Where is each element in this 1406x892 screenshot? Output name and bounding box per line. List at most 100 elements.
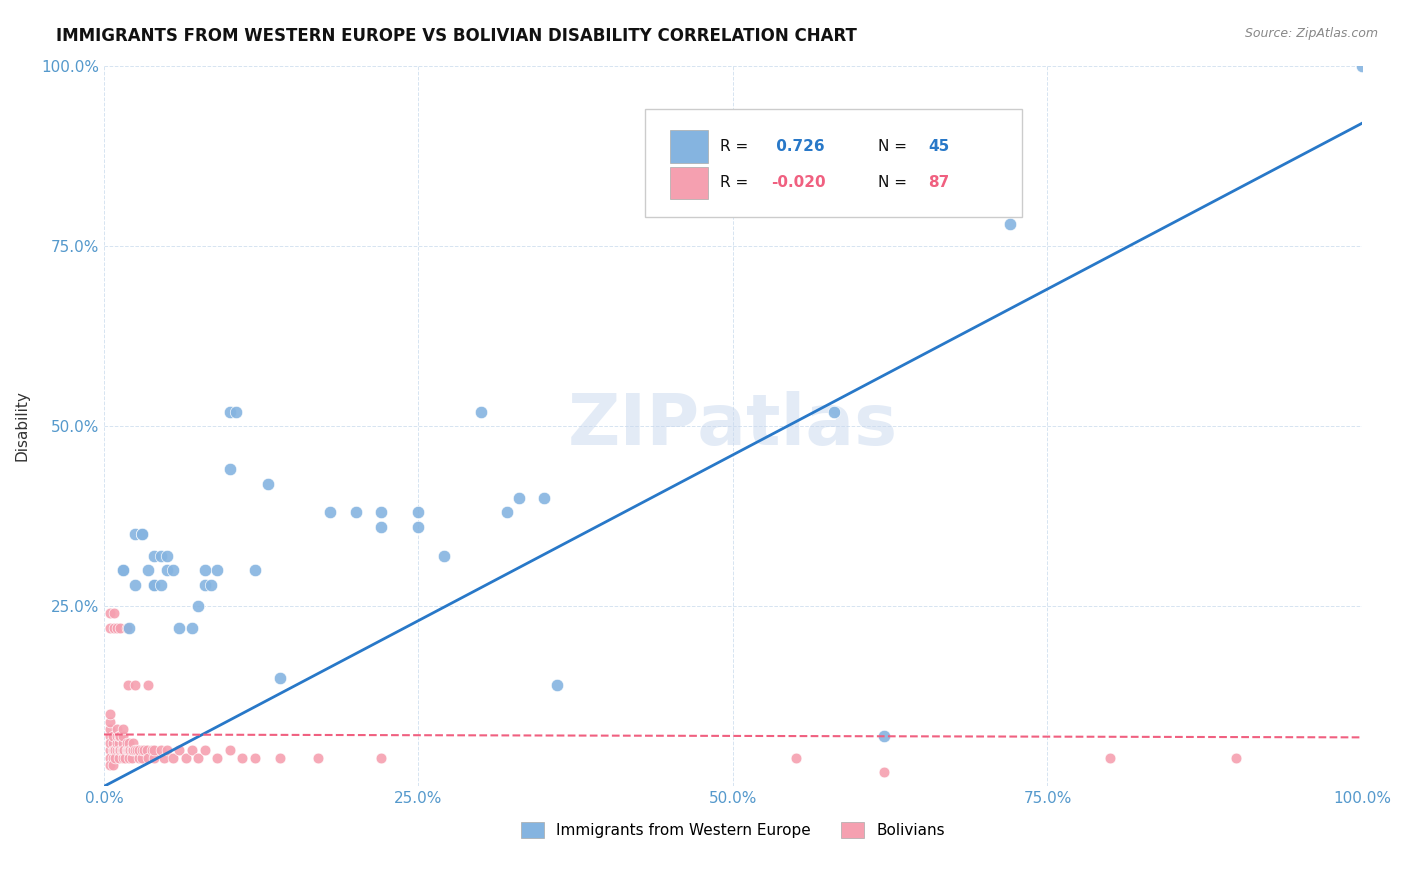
Point — [128, 743, 150, 757]
Point — [124, 527, 146, 541]
Point — [1351, 59, 1374, 73]
Point — [124, 743, 146, 757]
Point — [131, 527, 153, 541]
Point — [98, 743, 121, 757]
Point — [153, 750, 176, 764]
Text: R =: R = — [720, 175, 754, 190]
Point — [143, 577, 166, 591]
Point — [124, 577, 146, 591]
Point — [108, 729, 131, 743]
Point — [785, 750, 807, 764]
Point — [98, 714, 121, 729]
Point — [122, 743, 145, 757]
Point — [105, 729, 128, 743]
Point — [218, 404, 240, 418]
Point — [115, 621, 138, 635]
Point — [98, 750, 121, 764]
Point — [112, 743, 135, 757]
Text: -0.020: -0.020 — [770, 175, 825, 190]
Point — [174, 750, 197, 764]
Point — [101, 750, 124, 764]
Point — [162, 750, 184, 764]
Point — [269, 750, 291, 764]
Point — [194, 743, 217, 757]
Point — [181, 621, 204, 635]
Point — [110, 729, 132, 743]
Point — [256, 476, 278, 491]
FancyBboxPatch shape — [671, 167, 707, 199]
Point — [111, 743, 134, 757]
Point — [120, 743, 142, 757]
Point — [823, 404, 845, 418]
Point — [104, 743, 127, 757]
Point — [105, 722, 128, 736]
Point — [187, 750, 209, 764]
Point — [98, 722, 121, 736]
Point — [231, 750, 253, 764]
Point — [433, 549, 456, 563]
Point — [156, 743, 179, 757]
Point — [131, 750, 153, 764]
Point — [269, 671, 291, 685]
Point — [508, 491, 530, 505]
Point — [370, 750, 392, 764]
Point — [103, 607, 125, 621]
Point — [108, 743, 131, 757]
Point — [470, 404, 492, 418]
Point — [149, 549, 172, 563]
Point — [118, 621, 141, 635]
Point — [101, 736, 124, 750]
Point — [169, 621, 191, 635]
Point — [546, 678, 568, 692]
Point — [124, 678, 146, 692]
Text: IMMIGRANTS FROM WESTERN EUROPE VS BOLIVIAN DISABILITY CORRELATION CHART: IMMIGRANTS FROM WESTERN EUROPE VS BOLIVI… — [56, 27, 858, 45]
Point — [181, 743, 204, 757]
Point — [307, 750, 329, 764]
Point — [243, 750, 266, 764]
Point — [105, 621, 128, 635]
Point — [169, 743, 191, 757]
Point — [1225, 750, 1247, 764]
Point — [143, 549, 166, 563]
Point — [117, 743, 139, 757]
Point — [998, 217, 1021, 231]
Text: 0.726: 0.726 — [770, 139, 824, 153]
Point — [98, 707, 121, 722]
Point — [111, 750, 134, 764]
Text: ZIPatlas: ZIPatlas — [568, 392, 898, 460]
Point — [111, 722, 134, 736]
Point — [218, 462, 240, 476]
Point — [141, 743, 163, 757]
Point — [110, 621, 132, 635]
Text: N =: N = — [877, 139, 911, 153]
Point — [98, 729, 121, 743]
Point — [98, 736, 121, 750]
Point — [187, 599, 209, 614]
Point — [101, 729, 124, 743]
Point — [136, 563, 159, 577]
Point — [115, 743, 138, 757]
Point — [218, 743, 240, 757]
Point — [105, 736, 128, 750]
Point — [194, 563, 217, 577]
Point — [135, 743, 157, 757]
Point — [370, 506, 392, 520]
Point — [98, 757, 121, 772]
Point — [205, 563, 228, 577]
Point — [111, 729, 134, 743]
Point — [873, 729, 896, 743]
FancyBboxPatch shape — [671, 130, 707, 163]
Text: N =: N = — [877, 175, 911, 190]
Point — [104, 750, 127, 764]
Point — [128, 750, 150, 764]
Point — [873, 764, 896, 779]
Point — [143, 743, 166, 757]
Point — [117, 678, 139, 692]
Text: 45: 45 — [928, 139, 949, 153]
Point — [98, 607, 121, 621]
Point — [121, 750, 143, 764]
Point — [110, 743, 132, 757]
Point — [533, 491, 555, 505]
Point — [111, 563, 134, 577]
Point — [111, 736, 134, 750]
